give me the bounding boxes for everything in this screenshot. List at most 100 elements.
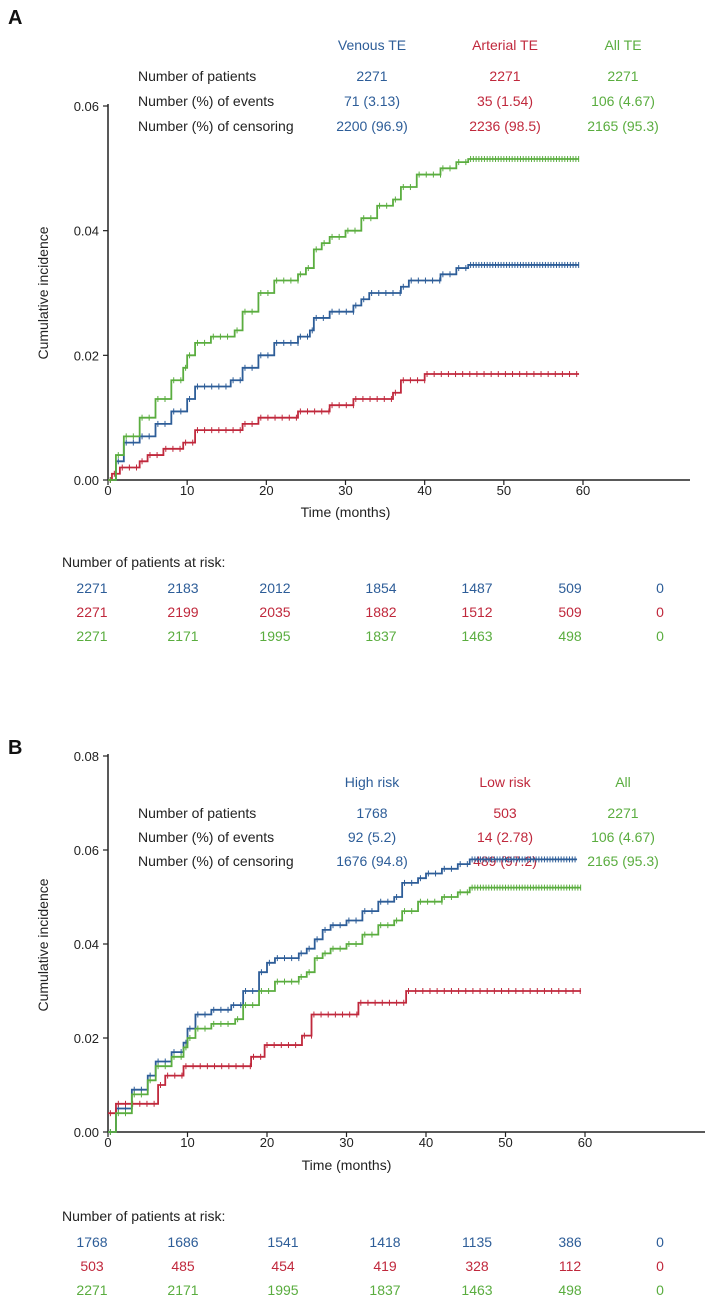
- summary-cell: 2200 (96.9): [336, 118, 408, 134]
- summary-cell: 2271: [607, 68, 638, 84]
- censor-marks-all: [109, 884, 582, 1135]
- summary-cell: 106 (4.67): [591, 829, 655, 845]
- at-risk-value: 1882: [365, 604, 396, 620]
- series-line-arterial-te: [108, 373, 580, 481]
- panel-a: A Venous TE Arterial TE All TE Number of pat…: [8, 7, 690, 644]
- at-risk-value: 1995: [259, 628, 290, 644]
- at-risk-value: 0: [656, 1282, 664, 1298]
- censor-marks-venous-te: [109, 261, 580, 483]
- summary-cell: 503: [493, 805, 517, 821]
- at-risk-value: 0: [656, 628, 664, 644]
- at-risk-value: 328: [465, 1258, 489, 1274]
- summary-cell: 2271: [489, 68, 520, 84]
- x-tick-label: 30: [338, 483, 352, 498]
- x-tick-label: 50: [498, 1135, 512, 1150]
- summary-row-label: Number (%) of censoring: [138, 118, 294, 134]
- at-risk-value: 0: [656, 604, 664, 620]
- at-risk-value: 1135: [462, 1234, 492, 1250]
- at-risk-value: 2199: [167, 604, 198, 620]
- summary-cell: 14 (2.78): [477, 829, 533, 845]
- x-tick-label: 10: [180, 483, 194, 498]
- at-risk-value: 2271: [76, 628, 107, 644]
- series-line-all-te: [108, 158, 580, 481]
- summary-cell: 2236 (98.5): [469, 118, 541, 134]
- censor-marks-high-risk: [109, 856, 576, 1135]
- at-risk-value: 498: [558, 628, 582, 644]
- y-tick-label: 0.02: [74, 348, 99, 363]
- y-axis-label: Cumulative incidence: [35, 878, 51, 1011]
- at-risk-value: 1512: [461, 604, 492, 620]
- legend-header-all-te: All TE: [604, 37, 641, 53]
- y-tick-label: 0.04: [74, 937, 99, 952]
- censor-marks-all-te: [109, 155, 580, 483]
- at-risk-value: 1995: [267, 1282, 298, 1298]
- y-tick-label: 0.02: [74, 1031, 99, 1046]
- x-tick-label: 30: [339, 1135, 353, 1150]
- at-risk-value: 2271: [76, 580, 107, 596]
- panel-b: B High risk Low risk All Number of patients 1…: [8, 737, 705, 1298]
- summary-cell: 106 (4.67): [591, 93, 655, 109]
- summary-cell: 2271: [607, 805, 638, 821]
- summary-cell: 2165 (95.3): [587, 118, 659, 134]
- at-risk-value: 0: [656, 1234, 664, 1250]
- x-tick-label: 40: [419, 1135, 433, 1150]
- at-risk-value: 2171: [167, 1282, 198, 1298]
- panel-label: B: [8, 737, 22, 759]
- summary-cell: 2271: [356, 68, 387, 84]
- y-axis-label: Cumulative incidence: [35, 226, 51, 359]
- summary-row-label: Number of patients: [138, 805, 256, 821]
- x-tick-label: 20: [260, 1135, 274, 1150]
- at-risk-value: 509: [558, 604, 582, 620]
- series-line-all: [108, 886, 582, 1133]
- censor-marks-arterial-te: [109, 371, 578, 483]
- summary-row-label: Number (%) of events: [138, 93, 274, 109]
- summary-row-label: Number (%) of events: [138, 829, 274, 845]
- at-risk-value: 1768: [76, 1234, 107, 1250]
- at-risk-title: Number of patients at risk:: [62, 554, 225, 570]
- at-risk-value: 454: [271, 1258, 295, 1274]
- series-line-low-risk: [108, 990, 582, 1115]
- series-line-high-risk: [108, 858, 578, 1133]
- summary-row-label: Number of patients: [138, 68, 256, 84]
- summary-cell: 1768: [356, 805, 387, 821]
- at-risk-value: 0: [656, 1258, 664, 1274]
- at-risk-value: 1686: [167, 1234, 198, 1250]
- x-tick-label: 20: [259, 483, 273, 498]
- at-risk-value: 1837: [369, 1282, 400, 1298]
- at-risk-title: Number of patients at risk:: [62, 1208, 225, 1224]
- at-risk-value: 2012: [259, 580, 290, 596]
- at-risk-value: 1541: [267, 1234, 298, 1250]
- y-tick-label: 0.06: [74, 99, 99, 114]
- y-tick-label: 0.08: [74, 749, 99, 764]
- at-risk-value: 1487: [461, 580, 492, 596]
- at-risk-value: 419: [373, 1258, 397, 1274]
- at-risk-value: 2035: [259, 604, 290, 620]
- x-tick-label: 40: [417, 483, 431, 498]
- at-risk-value: 2171: [167, 628, 198, 644]
- x-tick-label: 50: [497, 483, 511, 498]
- at-risk-value: 503: [80, 1258, 104, 1274]
- at-risk-value: 498: [558, 1282, 582, 1298]
- x-axis-label: Time (months): [301, 504, 391, 520]
- y-tick-label: 0.06: [74, 843, 99, 858]
- legend-header-venous-te: Venous TE: [338, 37, 406, 53]
- x-axis-label: Time (months): [302, 1157, 392, 1173]
- at-risk-value: 1837: [365, 628, 396, 644]
- summary-cell: 92 (5.2): [348, 829, 396, 845]
- summary-cell: 35 (1.54): [477, 93, 533, 109]
- legend-header-low-risk: Low risk: [479, 774, 531, 790]
- at-risk-value: 485: [171, 1258, 195, 1274]
- x-tick-label: 60: [576, 483, 590, 498]
- series-line-venous-te: [108, 264, 580, 481]
- censor-marks-low-risk: [109, 988, 581, 1117]
- summary-row-label: Number (%) of censoring: [138, 853, 294, 869]
- at-risk-value: 1854: [365, 580, 396, 596]
- at-risk-value: 112: [559, 1258, 582, 1274]
- summary-cell: 2165 (95.3): [587, 853, 659, 869]
- at-risk-value: 386: [558, 1234, 582, 1250]
- legend-header-arterial-te: Arterial TE: [472, 37, 538, 53]
- at-risk-value: 2183: [167, 580, 198, 596]
- y-tick-label: 0.04: [74, 224, 99, 239]
- at-risk-value: 0: [656, 580, 664, 596]
